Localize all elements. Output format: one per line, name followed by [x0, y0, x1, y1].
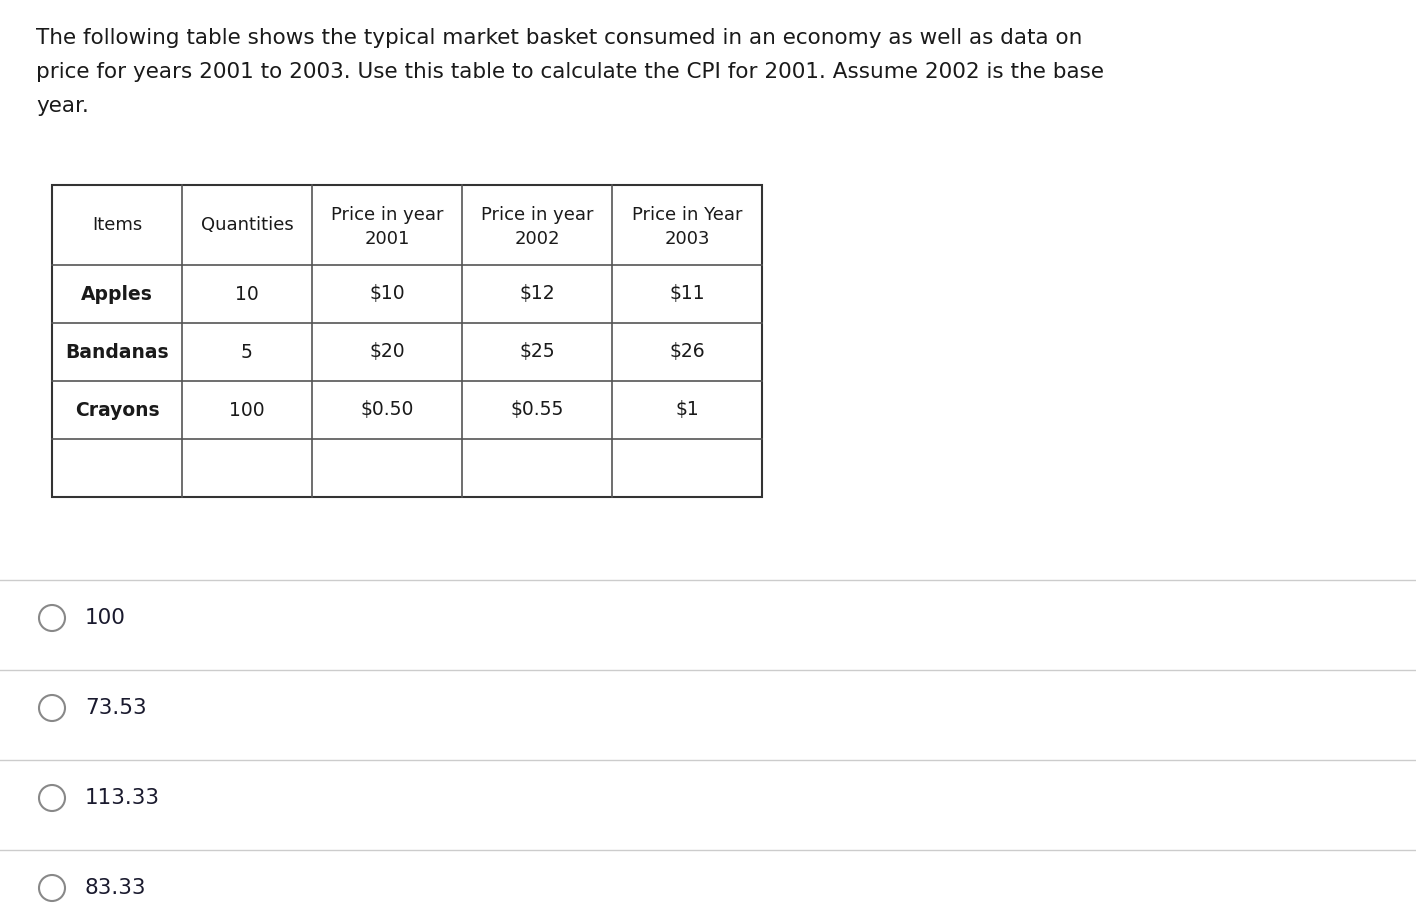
Text: 100: 100	[229, 400, 265, 420]
Text: Quantities: Quantities	[201, 216, 293, 234]
Text: Apples: Apples	[81, 285, 153, 304]
Text: price for years 2001 to 2003. Use this table to calculate the CPI for 2001. Assu: price for years 2001 to 2003. Use this t…	[35, 62, 1104, 82]
Text: 113.33: 113.33	[85, 788, 160, 808]
Text: $0.50: $0.50	[360, 400, 413, 420]
Bar	[52, 185, 762, 497]
Text: Items: Items	[92, 216, 142, 234]
Text: $1: $1	[675, 400, 700, 420]
Text: Price in year: Price in year	[331, 206, 443, 224]
Text: Price in Year: Price in Year	[632, 206, 742, 224]
Text: 73.53: 73.53	[85, 698, 147, 718]
Text: 2003: 2003	[664, 230, 709, 248]
Text: Crayons: Crayons	[75, 400, 160, 420]
Text: $20: $20	[370, 342, 405, 361]
Text: 2002: 2002	[514, 230, 559, 248]
Text: Bandanas: Bandanas	[65, 342, 169, 361]
Text: $10: $10	[370, 285, 405, 304]
Text: $12: $12	[520, 285, 555, 304]
Text: 83.33: 83.33	[85, 878, 146, 898]
Text: 10: 10	[235, 285, 259, 304]
Text: 2001: 2001	[364, 230, 409, 248]
Text: $11: $11	[670, 285, 705, 304]
Text: Price in year: Price in year	[481, 206, 593, 224]
Text: 5: 5	[241, 342, 253, 361]
Text: year.: year.	[35, 96, 89, 116]
Text: $0.55: $0.55	[510, 400, 564, 420]
Text: $26: $26	[670, 342, 705, 361]
Text: The following table shows the typical market basket consumed in an economy as we: The following table shows the typical ma…	[35, 28, 1082, 48]
Text: 100: 100	[85, 608, 126, 628]
Text: $25: $25	[520, 342, 555, 361]
